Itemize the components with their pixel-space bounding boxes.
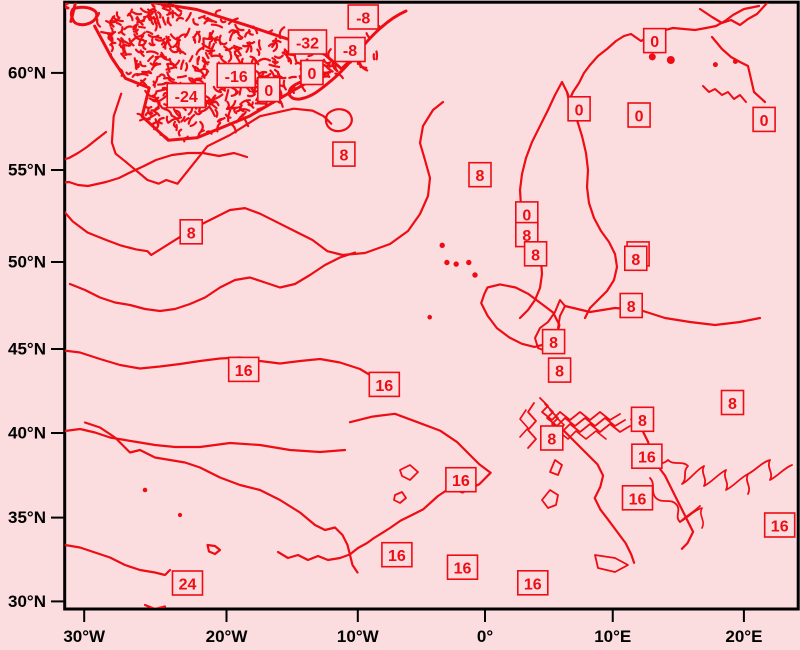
svg-text:0: 0 [264,83,273,100]
svg-text:-8: -8 [343,43,357,60]
svg-text:8: 8 [339,148,348,165]
svg-text:45°N: 45°N [8,340,46,359]
svg-text:-24: -24 [175,89,198,106]
svg-text:8: 8 [547,432,556,449]
svg-text:24: 24 [179,577,197,594]
svg-text:35°N: 35°N [8,508,46,527]
svg-text:8: 8 [187,225,196,242]
svg-text:0: 0 [308,66,317,83]
svg-text:8: 8 [555,364,564,381]
svg-text:16: 16 [235,363,253,380]
svg-text:20°W: 20°W [206,627,249,646]
svg-text:10°W: 10°W [337,627,380,646]
svg-text:60°N: 60°N [8,64,46,83]
svg-text:0°: 0° [477,627,493,646]
svg-text:16: 16 [629,491,647,508]
svg-text:20°E: 20°E [725,627,762,646]
svg-text:-32: -32 [296,36,319,53]
svg-text:8: 8 [631,252,640,269]
svg-text:0: 0 [635,109,644,126]
svg-text:16: 16 [771,519,789,536]
svg-text:0: 0 [760,113,769,130]
svg-text:8: 8 [549,335,558,352]
svg-text:8: 8 [531,247,540,264]
svg-text:16: 16 [454,561,472,578]
svg-text:40°N: 40°N [8,424,46,443]
svg-text:8: 8 [638,413,647,430]
svg-text:50°N: 50°N [8,253,46,272]
svg-text:-8: -8 [356,11,370,28]
svg-text:16: 16 [452,473,470,490]
svg-text:30°N: 30°N [8,592,46,611]
svg-text:8: 8 [476,168,485,185]
svg-text:16: 16 [524,576,542,593]
svg-text:0: 0 [650,34,659,51]
svg-text:16: 16 [638,450,656,467]
svg-text:16: 16 [375,378,393,395]
svg-text:30°W: 30°W [63,627,106,646]
svg-text:0: 0 [575,102,584,119]
svg-text:8: 8 [627,299,636,316]
svg-text:10°E: 10°E [594,627,631,646]
svg-text:16: 16 [388,548,406,565]
svg-text:55°N: 55°N [8,161,46,180]
svg-text:-16: -16 [225,69,248,86]
svg-text:8: 8 [728,396,737,413]
